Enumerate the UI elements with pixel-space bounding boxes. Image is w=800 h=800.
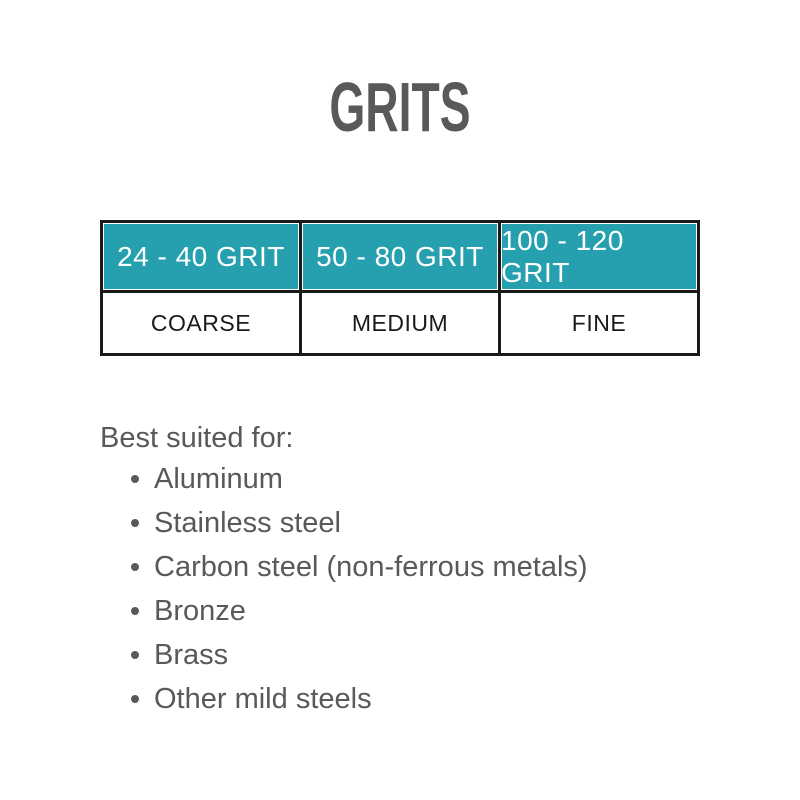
coarseness-cell-medium: MEDIUM <box>299 293 498 353</box>
list-item-label: Aluminum <box>154 462 283 495</box>
list-item: Other mild steels <box>131 677 588 721</box>
list-item: Bronze <box>131 589 588 633</box>
list-item-label: Brass <box>154 638 229 671</box>
grit-table-body-row: COARSE MEDIUM FINE <box>103 293 697 353</box>
grit-range-cell-fine: 100 - 120 GRIT <box>498 223 697 290</box>
grit-range-label: 24 - 40 GRIT <box>117 240 285 272</box>
coarseness-label: FINE <box>571 309 627 336</box>
page-title-text: GRITS <box>329 68 471 146</box>
grit-range-cell-coarse: 24 - 40 GRIT <box>103 223 299 290</box>
grit-table: 24 - 40 GRIT 50 - 80 GRIT 100 - 120 GRIT… <box>100 220 700 356</box>
list-item: Brass <box>131 633 588 677</box>
bullet-icon <box>131 651 139 659</box>
grit-table-header-row: 24 - 40 GRIT 50 - 80 GRIT 100 - 120 GRIT <box>103 223 697 293</box>
grit-range-label: 50 - 80 GRIT <box>316 240 484 272</box>
list-item: Stainless steel <box>131 501 588 545</box>
coarseness-cell-coarse: COARSE <box>103 293 299 353</box>
list-item-label: Carbon steel (non-ferrous metals) <box>154 550 588 583</box>
list-item-label: Stainless steel <box>154 506 341 539</box>
list-item-label: Bronze <box>154 594 246 627</box>
list-item: Carbon steel (non-ferrous metals) <box>131 545 588 589</box>
bullet-icon <box>131 607 139 615</box>
coarseness-cell-fine: FINE <box>498 293 697 353</box>
suitability-heading: Best suited for: <box>100 422 294 454</box>
bullet-icon <box>131 519 139 527</box>
page-title: GRITS <box>0 72 800 142</box>
bullet-icon <box>131 475 139 483</box>
coarseness-label: COARSE <box>150 309 252 336</box>
grit-range-cell-medium: 50 - 80 GRIT <box>299 223 498 290</box>
list-item: Aluminum <box>131 457 588 501</box>
bullet-icon <box>131 695 139 703</box>
bullet-icon <box>131 563 139 571</box>
grit-range-label: 100 - 120 GRIT <box>501 224 624 288</box>
coarseness-label: MEDIUM <box>351 309 449 336</box>
list-item-label: Other mild steels <box>154 682 372 715</box>
suitability-list: Aluminum Stainless steel Carbon steel (n… <box>131 457 588 721</box>
